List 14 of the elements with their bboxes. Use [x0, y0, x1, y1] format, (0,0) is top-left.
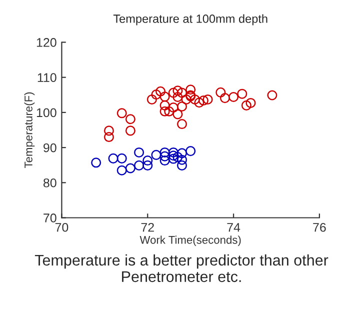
y-tick-label: 90	[44, 143, 56, 152]
y-tick-label: 70	[44, 214, 56, 222]
y-tick-label: 100	[36, 108, 56, 118]
text: Temperature is a better predictor than other Penetrometer etc.	[34, 254, 328, 282]
x-tick-label: 72	[141, 222, 154, 232]
y-tick-label: 120	[36, 38, 56, 47]
x-tick-label: 70	[55, 222, 68, 232]
y-tick-label: 80	[43, 178, 56, 188]
x-axis-title: Work Time(seconds)	[140, 236, 241, 246]
x-tick-label: 74	[227, 223, 240, 232]
y-tick-label: 110	[38, 73, 56, 82]
x-tick-label: 76	[313, 222, 326, 232]
y-axis-title: Temperature(F)	[24, 92, 35, 168]
chart-title: Temperature at 100mm depth	[113, 14, 268, 26]
